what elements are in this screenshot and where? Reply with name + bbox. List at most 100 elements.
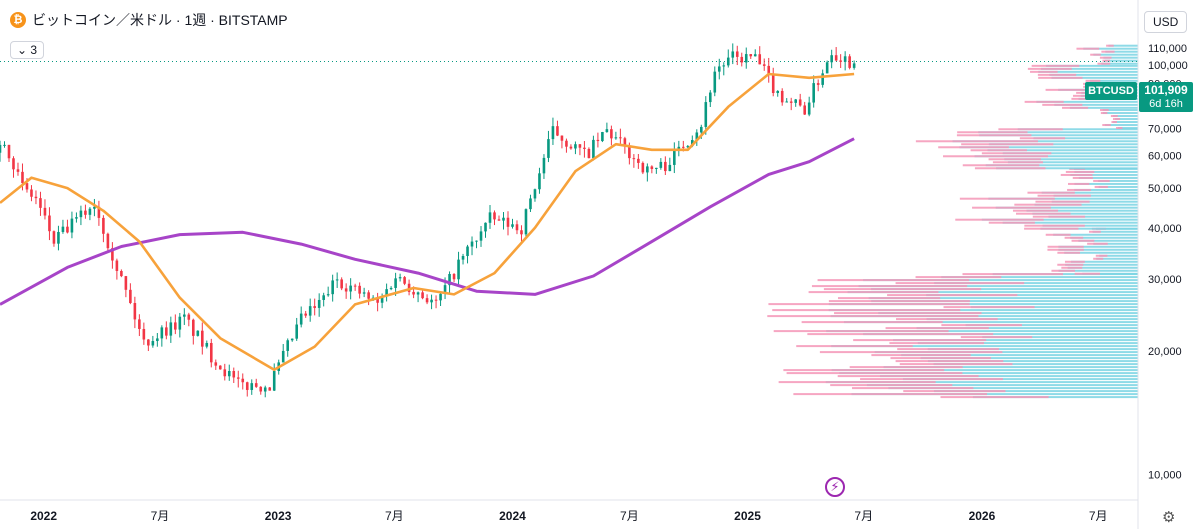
candle-body — [340, 279, 343, 289]
candle-body — [398, 277, 402, 279]
candle-body — [43, 207, 47, 216]
volume-profile-bar-down — [972, 206, 1051, 209]
volume-profile-bar-down — [941, 324, 1022, 327]
currency-button[interactable]: USD — [1144, 11, 1188, 33]
volume-profile-bar-up — [926, 294, 1138, 297]
volume-profile-bar-down — [938, 146, 1009, 149]
candle-body — [515, 224, 519, 231]
candle-body — [646, 166, 649, 173]
volume-profile-bar-up — [1045, 64, 1138, 67]
candle-body — [331, 280, 334, 295]
candle-body — [151, 341, 155, 346]
candle-body — [232, 370, 236, 378]
volume-profile-bar-down — [998, 128, 1063, 131]
candle-body — [111, 248, 114, 261]
candle-body — [16, 169, 20, 172]
candle-body — [169, 322, 173, 336]
volume-profile-bar-up — [917, 342, 1138, 345]
candle-body — [753, 54, 757, 57]
volume-profile-bar-down — [943, 155, 1048, 158]
candle-body — [34, 196, 38, 199]
volume-profile-bar-up — [1069, 106, 1138, 109]
volume-profile-bar-up — [1105, 50, 1138, 53]
candle-body — [497, 219, 501, 221]
volume-profile-bar-up — [1007, 161, 1138, 164]
volume-profile-bar-up — [874, 351, 1138, 354]
candle-body — [97, 206, 101, 218]
bolt-icon[interactable]: ⚡ — [825, 477, 845, 497]
volume-profile-bar-up — [1108, 44, 1138, 47]
candle-body — [385, 289, 388, 297]
candle-body — [798, 99, 802, 106]
volume-profile-bar-up — [828, 309, 1138, 312]
candle-body — [322, 295, 325, 300]
x-tick-label: 7月 — [151, 509, 170, 523]
x-tick-label: 2022 — [30, 509, 57, 523]
volume-profile-bar-up — [1041, 67, 1138, 70]
volume-profile-bar-down — [1100, 109, 1109, 112]
candle-body — [214, 362, 218, 366]
volume-profile-bar-down — [1097, 62, 1111, 65]
candle-body — [263, 387, 267, 392]
volume-profile-bar-up — [970, 306, 1138, 309]
candle-body — [538, 173, 541, 190]
volume-profile-bar-up — [1102, 112, 1138, 115]
volume-profile-bar-up — [920, 357, 1138, 360]
volume-profile-bar-down — [1035, 200, 1090, 203]
candle-body — [695, 132, 699, 141]
volume-profile-bar-up — [978, 131, 1138, 134]
volume-profile-bar-up — [1093, 242, 1138, 245]
volume-profile-bar-down — [1094, 185, 1108, 188]
y-tick-label: 50,000 — [1148, 183, 1182, 195]
volume-profile-bar-up — [916, 327, 1138, 330]
candle-body — [12, 158, 15, 170]
volume-profile-bar-up — [965, 324, 1138, 327]
volume-profile-bar-up — [941, 276, 1138, 279]
volume-profile-bar-down — [811, 285, 968, 288]
volume-profile-bar-down — [1101, 50, 1115, 53]
volume-profile-bar-up — [1117, 127, 1138, 130]
candle-body — [403, 277, 406, 284]
y-tick-label: 40,000 — [1148, 223, 1182, 235]
candle-body — [686, 146, 690, 148]
candle-body — [93, 206, 96, 209]
candle-body — [637, 158, 640, 163]
volume-profile-bar-down — [992, 161, 1043, 164]
volume-profile-bar-up — [1074, 188, 1138, 191]
candle-body — [470, 241, 474, 247]
volume-profile-bar-down — [871, 354, 971, 357]
volume-profile-bar-down — [823, 288, 982, 291]
candle-body — [129, 289, 132, 303]
candle-body — [457, 259, 460, 280]
volume-profile-bar-down — [1062, 106, 1089, 109]
candle-body — [421, 292, 424, 299]
chevron-down-icon: ⌄ — [17, 43, 28, 57]
candle-body — [762, 64, 766, 66]
volume-profile-bar-down — [834, 312, 982, 315]
gear-icon[interactable]: ⚙ — [1162, 509, 1176, 526]
volume-profile-bar-down — [807, 333, 994, 336]
candle-body — [39, 198, 42, 208]
candle-body — [740, 56, 744, 63]
symbol-header[interactable]: ₿ ビットコイン／米ドル · 1週 · BITSTAMP — [10, 10, 288, 30]
candle-body — [605, 129, 609, 133]
volume-profile-bar-up — [1064, 251, 1138, 254]
candle-body — [484, 222, 487, 232]
volume-profile-bar-down — [1045, 233, 1071, 236]
candle-body — [268, 387, 272, 391]
candle-body — [183, 314, 186, 317]
candle-body — [825, 62, 829, 74]
candle-body — [0, 144, 2, 153]
volume-profile-bar-up — [1113, 121, 1138, 124]
volume-profile-bar-up — [826, 330, 1138, 333]
candle-body — [461, 256, 465, 260]
volume-profile-bar-up — [988, 197, 1138, 200]
volume-profile-bar-up — [974, 155, 1138, 158]
volume-profile-bar-up — [1098, 179, 1138, 182]
candle-body — [241, 378, 245, 383]
volume-profile-bar-down — [1076, 91, 1094, 94]
indicator-toggle-button[interactable]: ⌄ 3 — [10, 41, 45, 59]
volume-profile-bar-down — [786, 372, 963, 375]
